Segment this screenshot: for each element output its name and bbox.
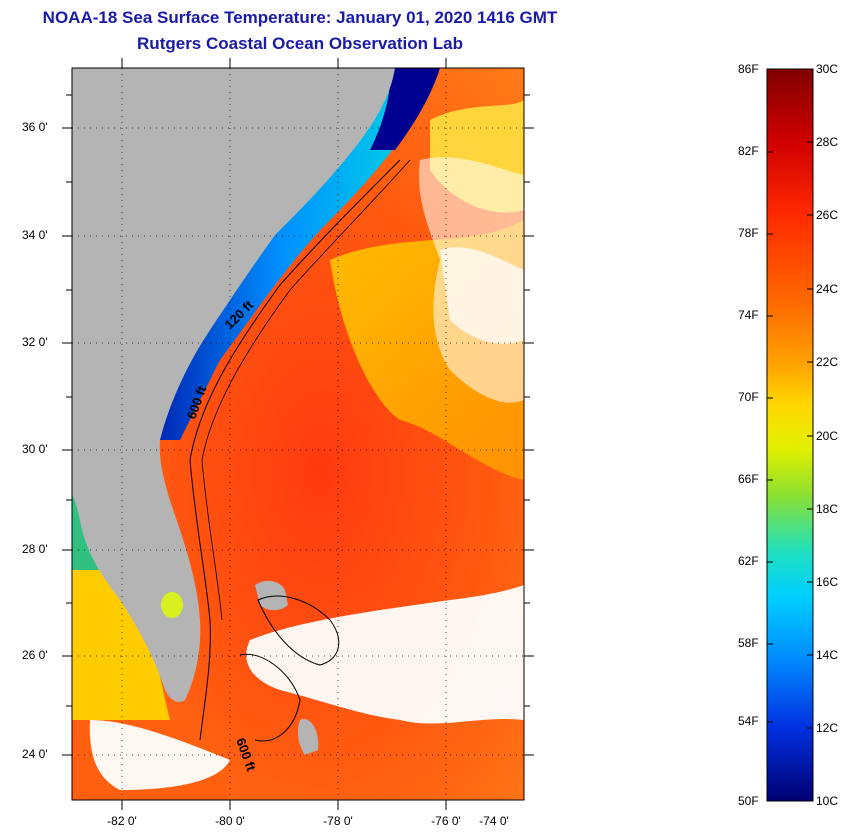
cb-f-58: 58F: [738, 636, 759, 650]
lat-label-36: 36 0': [22, 120, 48, 134]
lon-label-78: -78 0': [323, 814, 353, 828]
cb-f-70: 70F: [738, 390, 759, 404]
lat-label-26: 26 0': [22, 648, 48, 662]
lat-label-32: 32 0': [22, 335, 48, 349]
cb-c-22: 22C: [816, 355, 839, 369]
map-subtitle: Rutgers Coastal Ocean Observation Lab: [137, 34, 463, 53]
cb-f-54: 54F: [738, 714, 759, 728]
cb-f-50: 50F: [738, 794, 759, 808]
cb-c-20: 20C: [816, 429, 839, 443]
cb-c-14: 14C: [816, 648, 839, 662]
cb-c-30: 30C: [816, 62, 839, 76]
cb-c-16: 16C: [816, 575, 839, 589]
cb-c-12: 12C: [816, 721, 839, 735]
temperature-colorbar: [766, 68, 814, 802]
cb-c-10: 10C: [816, 794, 839, 808]
lat-label-28: 28 0': [22, 542, 48, 556]
map-title: NOAA-18 Sea Surface Temperature: January…: [42, 8, 558, 27]
cb-c-26: 26C: [816, 208, 839, 222]
lon-label-74: -74 0': [479, 814, 509, 828]
cb-f-86: 86F: [738, 62, 759, 76]
cb-f-62: 62F: [738, 554, 759, 568]
cb-c-24: 24C: [816, 282, 839, 296]
lat-label-30: 30 0': [22, 442, 48, 456]
cb-c-28: 28C: [816, 135, 839, 149]
lon-label-82: -82 0': [107, 814, 137, 828]
cb-f-66: 66F: [738, 472, 759, 486]
lat-label-34: 34 0': [22, 228, 48, 242]
cb-f-74: 74F: [738, 308, 759, 322]
lat-label-24: 24 0': [22, 747, 48, 761]
cb-f-82: 82F: [738, 144, 759, 158]
cb-f-78: 78F: [738, 226, 759, 240]
lon-label-76: -76 0': [431, 814, 461, 828]
cb-c-18: 18C: [816, 502, 839, 516]
lon-label-80: -80 0': [215, 814, 245, 828]
